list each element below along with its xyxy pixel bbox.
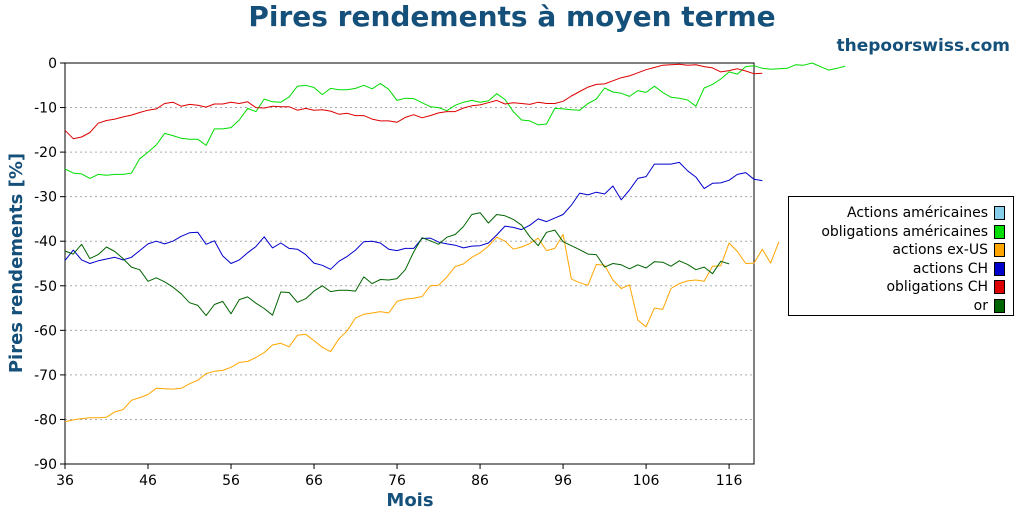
axes <box>64 62 755 465</box>
legend-swatch <box>994 224 1005 239</box>
legend-swatch <box>994 280 1005 294</box>
x-tick-label: 116 <box>716 473 743 489</box>
series-line-5 <box>64 212 730 317</box>
series-line-1 <box>64 62 846 179</box>
x-tick-label: 76 <box>388 473 406 489</box>
legend-swatch <box>994 261 1005 276</box>
site-name: thepoorswiss.com <box>836 36 1011 56</box>
x-tick-label: 106 <box>633 473 660 489</box>
legend: Actions américaines obligations américain… <box>788 196 1014 316</box>
legend-swatch <box>994 298 1005 313</box>
y-tick-label: -40 <box>34 234 57 250</box>
legend-item: obligations CH <box>886 278 1005 296</box>
legend-label: obligations américaines <box>821 223 988 240</box>
y-tick-label: -80 <box>34 412 57 428</box>
legend-item: actions CH <box>913 260 1005 278</box>
y-axis-ticks: 0 -10 -20 -30 -40 -50 -60 -70 -80 -90 <box>34 56 65 473</box>
legend-label: obligations CH <box>886 279 988 295</box>
series-line-2 <box>64 234 780 423</box>
x-tick-label: 46 <box>139 473 157 489</box>
y-axis-title: Pires rendements [%] <box>6 153 27 373</box>
legend-item: Actions américaines <box>847 204 1005 222</box>
chart-title: Pires rendements à moyen terme <box>248 0 776 33</box>
y-tick-label: -70 <box>34 368 57 384</box>
legend-item: actions ex-US <box>892 241 1005 259</box>
legend-item: obligations américaines <box>821 223 1005 241</box>
legend-item: or <box>974 297 1005 315</box>
series-lines <box>64 62 846 423</box>
y-tick-label: -10 <box>34 101 57 117</box>
x-tick-label: 86 <box>471 473 489 489</box>
x-tick-label: 96 <box>554 473 572 489</box>
x-tick-label: 36 <box>56 473 74 489</box>
x-tick-label: 66 <box>305 473 323 489</box>
y-tick-label: -90 <box>34 457 57 473</box>
y-tick-label: -50 <box>34 279 57 295</box>
y-tick-label: -60 <box>34 323 57 339</box>
x-tick-label: 56 <box>222 473 240 489</box>
y-tick-label: -30 <box>34 190 57 206</box>
legend-label: actions ex-US <box>892 242 988 258</box>
x-axis-title: Mois <box>386 490 433 511</box>
legend-label: actions CH <box>912 260 988 277</box>
grid-lines <box>65 107 754 420</box>
series-line-4 <box>64 63 763 140</box>
legend-swatch <box>994 243 1005 257</box>
legend-label: or <box>973 297 988 314</box>
legend-label: Actions américaines <box>846 205 988 221</box>
legend-swatch <box>994 206 1005 220</box>
y-tick-label: -20 <box>34 145 57 161</box>
y-tick-label: 0 <box>48 56 57 72</box>
x-axis-ticks: 36 46 56 66 76 86 96 106 116 <box>56 464 743 489</box>
series-line-3 <box>64 161 763 270</box>
